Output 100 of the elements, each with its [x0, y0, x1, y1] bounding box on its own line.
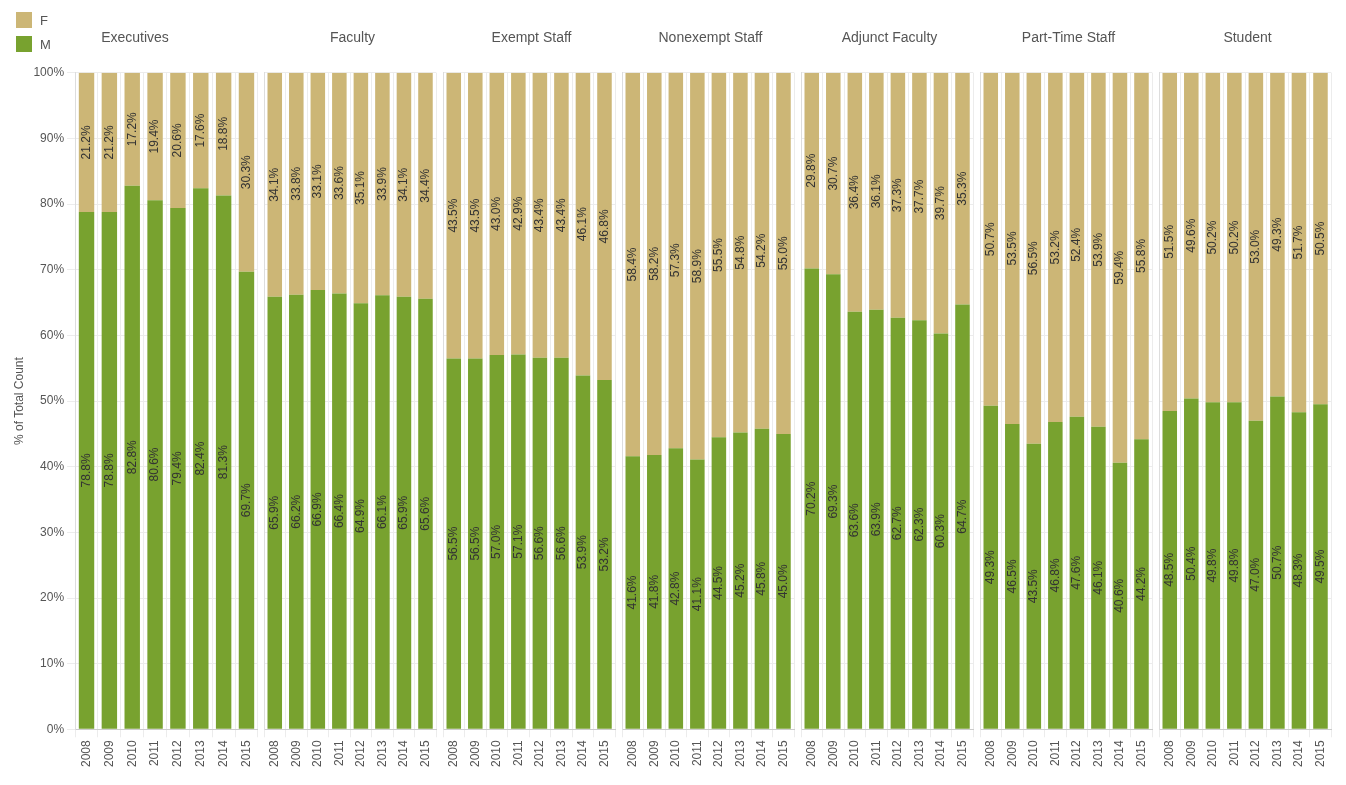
bar — [289, 72, 304, 295]
bar — [890, 317, 906, 729]
bar — [532, 72, 548, 358]
bar — [375, 72, 390, 296]
chart-title: Adjunct Faculty — [841, 29, 938, 46]
data-label: 34.1% — [267, 167, 282, 202]
data-label: 57.3% — [668, 242, 683, 278]
data-label: 35.1% — [353, 170, 368, 206]
x-tick-label: 2014 — [575, 739, 590, 768]
data-label: 33.8% — [288, 166, 303, 201]
x-tick-label: 2009 — [288, 739, 303, 768]
data-label: 65.9% — [396, 495, 411, 530]
data-label: 53.2% — [1047, 230, 1062, 265]
bar — [332, 72, 347, 294]
data-label: 43.4% — [532, 197, 547, 233]
x-tick-label: 2013 — [193, 739, 208, 768]
x-tick-label: 2011 — [510, 739, 525, 767]
x-tick-label: 2009 — [101, 739, 116, 768]
x-tick-label: 2015 — [1133, 739, 1148, 768]
data-label: 63.6% — [847, 502, 862, 538]
x-tick-label: 2014 — [933, 739, 948, 768]
bar — [147, 72, 163, 201]
bar — [170, 72, 186, 209]
data-label: 45.8% — [754, 561, 769, 596]
data-label: 65.6% — [417, 496, 432, 531]
bar — [1048, 72, 1063, 423]
bar — [690, 459, 705, 729]
x-tick-label: 2012 — [711, 739, 726, 768]
data-label: 48.5% — [1162, 552, 1177, 587]
bar — [310, 72, 326, 291]
x-tick-label: 2012 — [1248, 739, 1263, 768]
x-tick-label: 2012 — [170, 739, 185, 768]
x-tick-label: 2009 — [1004, 739, 1019, 768]
bar — [532, 357, 548, 729]
data-label: 66.4% — [331, 493, 346, 529]
bar — [776, 433, 791, 729]
bar — [869, 309, 884, 729]
x-tick-label: 2010 — [1205, 739, 1220, 768]
chart-title: Student — [1223, 29, 1272, 46]
bar — [554, 72, 569, 358]
bar — [826, 274, 841, 729]
y-tick-label: 60% — [40, 327, 65, 342]
bar — [1270, 396, 1285, 729]
bar — [1005, 72, 1020, 425]
x-tick-label: 2008 — [625, 739, 640, 768]
bar — [668, 448, 684, 729]
y-tick-label: 100% — [33, 65, 65, 80]
bar — [1227, 402, 1242, 729]
data-label: 56.5% — [467, 526, 482, 561]
data-label: 47.6% — [1069, 555, 1084, 590]
x-tick-label: 2009 — [646, 739, 661, 768]
x-tick-label: 2011 — [331, 739, 346, 767]
x-tick-label: 2009 — [825, 739, 840, 768]
x-tick-label: 2013 — [1269, 739, 1284, 768]
bar — [933, 72, 949, 334]
bar — [446, 358, 462, 729]
data-label: 54.2% — [754, 233, 769, 268]
bar — [690, 72, 705, 460]
data-label: 49.3% — [1269, 217, 1284, 252]
bar — [353, 303, 369, 729]
x-tick-label: 2015 — [596, 739, 611, 768]
data-label: 46.5% — [1004, 559, 1019, 594]
x-tick-label: 2015 — [775, 739, 790, 768]
data-label: 43.5% — [467, 198, 482, 233]
data-label: 18.8% — [215, 116, 230, 151]
chart-title: Part-Time Staff — [1021, 29, 1116, 46]
data-label: 51.7% — [1291, 225, 1306, 260]
data-label: 43.4% — [553, 197, 568, 233]
data-label: 50.2% — [1226, 220, 1241, 255]
x-tick-label: 2010 — [124, 739, 139, 768]
data-label: 57.0% — [489, 524, 504, 559]
bar — [847, 311, 863, 729]
bar — [289, 294, 304, 729]
data-label: 56.6% — [532, 525, 547, 561]
data-label: 49.8% — [1226, 548, 1241, 583]
x-tick-label: 2013 — [374, 739, 389, 768]
bar — [826, 72, 841, 275]
bar — [647, 454, 662, 729]
bar — [1112, 72, 1128, 463]
x-tick-label: 2009 — [1183, 739, 1198, 768]
bar — [215, 195, 232, 729]
bar — [597, 380, 612, 729]
data-label: 41.6% — [625, 575, 640, 610]
bar — [1162, 72, 1178, 411]
data-label: 70.2% — [804, 481, 819, 516]
bar — [1205, 402, 1221, 729]
bar — [310, 290, 326, 729]
data-label: 53.9% — [575, 534, 590, 570]
data-label: 64.7% — [954, 499, 969, 534]
bar — [1291, 72, 1307, 413]
data-label: 17.2% — [124, 111, 139, 147]
x-tick-label: 2011 — [689, 739, 704, 767]
x-tick-label: 2011 — [1047, 739, 1062, 767]
data-label: 46.1% — [575, 206, 590, 242]
data-label: 78.8% — [78, 453, 93, 488]
data-label: 34.1% — [396, 167, 411, 202]
bar — [468, 358, 483, 729]
bar — [1134, 72, 1149, 440]
data-label: 66.1% — [374, 494, 389, 530]
bar — [983, 405, 999, 729]
